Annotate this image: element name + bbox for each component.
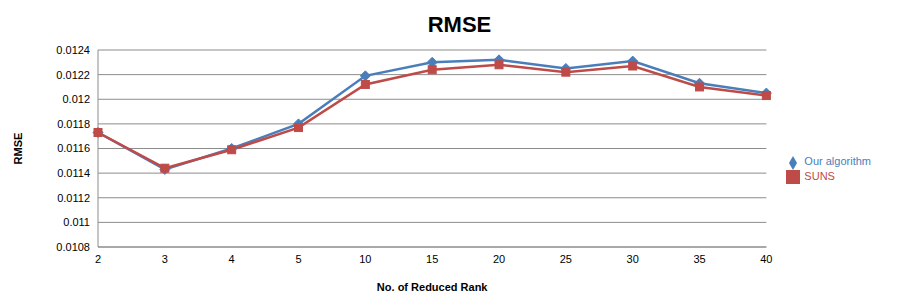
svg-text:0.012: 0.012 (62, 93, 90, 105)
svg-text:0.0116: 0.0116 (57, 142, 90, 154)
svg-text:0.0114: 0.0114 (57, 167, 90, 179)
html-text:RMSE: RMSE (427, 12, 492, 37)
svg-text:30: 30 (627, 253, 639, 265)
svg-text:2: 2 (95, 253, 101, 265)
svg-text:0.0108: 0.0108 (56, 241, 90, 253)
svg-text:25: 25 (560, 253, 572, 265)
svg-text:No. of Reduced Rank: No. of Reduced Rank (377, 281, 489, 293)
svg-text:0.0122: 0.0122 (56, 69, 90, 81)
svg-text:0.0118: 0.0118 (57, 118, 90, 130)
svg-text:20: 20 (493, 253, 505, 265)
svg-text:10: 10 (359, 253, 371, 265)
svg-text:35: 35 (693, 253, 705, 265)
svg-text:0.0124: 0.0124 (56, 44, 90, 56)
svg-text:3: 3 (162, 253, 168, 265)
svg-text:15: 15 (426, 253, 438, 265)
html-text:SUNS: SUNS (804, 169, 835, 182)
svg-text:4: 4 (229, 253, 235, 265)
svg-text:5: 5 (295, 253, 301, 265)
svg-text:0.011: 0.011 (63, 216, 90, 228)
svg-text:RMSE: RMSE (12, 133, 24, 165)
svg-text:40: 40 (760, 253, 772, 265)
html-text:Our algorithm: Our algorithm (804, 155, 871, 168)
svg-text:0.0112: 0.0112 (57, 192, 90, 204)
